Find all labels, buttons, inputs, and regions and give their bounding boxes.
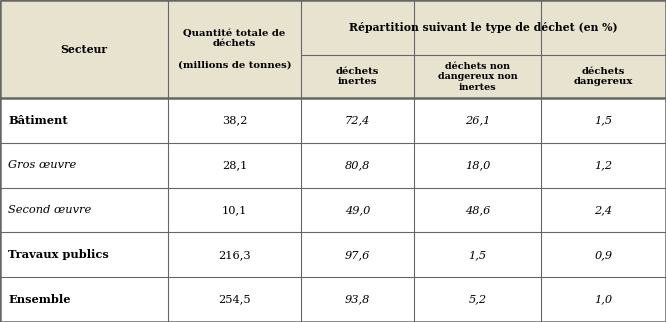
Text: 2,4: 2,4: [594, 205, 613, 215]
Text: 5,2: 5,2: [468, 295, 487, 305]
Text: 72,4: 72,4: [345, 116, 370, 126]
Text: 10,1: 10,1: [222, 205, 247, 215]
Text: 1,0: 1,0: [594, 295, 613, 305]
Text: déchets
inertes: déchets inertes: [336, 67, 380, 86]
Text: 80,8: 80,8: [345, 160, 370, 170]
Text: 1,5: 1,5: [468, 250, 487, 260]
Text: 1,5: 1,5: [594, 116, 613, 126]
Text: 1,2: 1,2: [594, 160, 613, 170]
Bar: [0, 188, 666, 232]
Text: Ensemble: Ensemble: [8, 294, 71, 305]
Text: Bâtiment: Bâtiment: [8, 115, 68, 126]
Bar: [0, 143, 666, 188]
Text: Répartition suivant le type de déchet (en %): Répartition suivant le type de déchet (e…: [349, 22, 618, 33]
Text: Gros œuvre: Gros œuvre: [8, 160, 76, 170]
Bar: [0, 232, 666, 277]
Text: 18,0: 18,0: [465, 160, 490, 170]
Text: 48,6: 48,6: [465, 205, 490, 215]
Text: Second œuvre: Second œuvre: [8, 205, 91, 215]
Text: déchets non
dangereux non
inertes: déchets non dangereux non inertes: [438, 62, 517, 91]
Text: Travaux publics: Travaux publics: [8, 249, 109, 260]
Text: 97,6: 97,6: [345, 250, 370, 260]
Text: Secteur: Secteur: [61, 43, 107, 55]
Text: 38,2: 38,2: [222, 116, 247, 126]
Text: Quantité totale de
déchets

(millions de tonnes): Quantité totale de déchets (millions de …: [178, 29, 291, 69]
Text: 28,1: 28,1: [222, 160, 247, 170]
Text: déchets
dangereux: déchets dangereux: [573, 67, 633, 86]
Bar: [0, 98, 666, 143]
Text: 216,3: 216,3: [218, 250, 250, 260]
Bar: [0, 277, 666, 322]
Text: 254,5: 254,5: [218, 295, 250, 305]
Text: 26,1: 26,1: [465, 116, 490, 126]
Text: 0,9: 0,9: [594, 250, 613, 260]
Text: 49,0: 49,0: [345, 205, 370, 215]
Text: 93,8: 93,8: [345, 295, 370, 305]
